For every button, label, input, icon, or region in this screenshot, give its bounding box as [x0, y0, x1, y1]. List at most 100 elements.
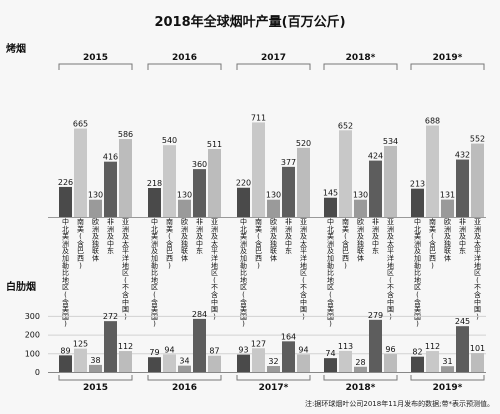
group-bracket — [58, 375, 133, 381]
bar — [163, 145, 176, 217]
data-label: 164 — [281, 332, 296, 341]
data-label: 101 — [470, 344, 485, 353]
y-tick-label: 100 — [25, 349, 40, 358]
group-bracket — [147, 375, 222, 381]
bar — [354, 199, 367, 217]
group-label: 2017 — [261, 53, 286, 63]
bar — [354, 366, 367, 372]
bar — [208, 149, 221, 217]
bar — [369, 160, 382, 217]
bar — [178, 199, 191, 217]
bar — [148, 357, 161, 372]
group-label: 2019* — [433, 53, 463, 63]
bar — [74, 128, 87, 217]
data-label: 38 — [90, 356, 100, 365]
bar — [89, 199, 102, 217]
data-label: 424 — [368, 152, 383, 161]
data-label: 511 — [207, 140, 222, 149]
data-label: 89 — [60, 346, 70, 355]
burley-panel-title: 白肋烟 — [6, 280, 36, 293]
bar — [324, 358, 337, 372]
data-label: 32 — [268, 357, 278, 366]
region-label: 中北美洲及加勒比地区(含美国) — [62, 217, 69, 328]
bar — [471, 353, 484, 372]
region-label: 非洲及中东 — [196, 217, 203, 255]
data-label: 125 — [73, 340, 88, 349]
region-label: 非洲及中东 — [107, 217, 114, 255]
region-label: 欧洲及独联体 — [444, 217, 451, 263]
data-label: 87 — [209, 347, 219, 356]
region-label: 南美(含巴西) — [429, 217, 436, 270]
region-label: 中北美洲及加勒比地区(含美国) — [414, 217, 421, 328]
data-label: 432 — [455, 151, 470, 160]
data-label: 226 — [58, 178, 73, 187]
region-label: 南美(含巴西) — [166, 217, 173, 270]
data-label: 79 — [149, 348, 159, 357]
bar — [267, 199, 280, 217]
data-label: 272 — [103, 312, 118, 321]
data-label: 94 — [164, 345, 174, 354]
group-bracket — [58, 63, 133, 70]
region-label: 欧洲及独联体 — [181, 217, 188, 263]
bar — [74, 348, 87, 372]
data-label: 93 — [238, 346, 248, 355]
bar — [193, 169, 206, 217]
bar — [426, 351, 439, 372]
bar — [237, 187, 250, 217]
bar — [411, 356, 424, 372]
group-label: 2018* — [346, 53, 376, 63]
group-label: 2019* — [433, 383, 463, 393]
data-label: 96 — [385, 345, 395, 354]
bar — [119, 139, 132, 217]
bar — [471, 143, 484, 217]
data-label: 28 — [355, 358, 365, 367]
data-label: 130 — [88, 191, 103, 200]
data-label: 652 — [338, 121, 353, 130]
data-label: 127 — [251, 339, 266, 348]
data-label: 279 — [368, 311, 383, 320]
region-label: 欧洲及独联体 — [92, 217, 99, 263]
region-label: 欧洲及独联体 — [357, 217, 364, 263]
data-label: 245 — [455, 317, 470, 326]
group-bracket — [323, 375, 398, 381]
region-label: 中北美洲及加勒比地区(含美国) — [240, 217, 247, 328]
bar — [369, 319, 382, 372]
region-label: 南美(含巴西) — [255, 217, 262, 270]
bar — [441, 366, 454, 372]
group-bracket — [147, 63, 222, 70]
data-label: 113 — [338, 342, 353, 351]
data-label: 534 — [383, 137, 398, 146]
data-label: 31 — [442, 357, 452, 366]
data-label: 213 — [410, 180, 425, 189]
bar — [59, 186, 72, 217]
region-labels-row: 中北美洲及加勒比地区(含美国) 南美(含巴西) 欧洲及独联体 非洲及中东 亚洲及太平洋地… — [62, 217, 481, 328]
y-tick-label: 200 — [25, 331, 40, 340]
data-label: 34 — [179, 357, 189, 366]
group-label: 2017* — [259, 383, 289, 393]
data-label: 665 — [73, 120, 88, 129]
group-label: 2018* — [346, 383, 376, 393]
footnote: 注:据环球烟叶公司2018年11月发布的数据;带*表示预测值。 — [305, 399, 494, 408]
region-label: 亚洲及太平洋地区(不含中国) — [122, 218, 129, 321]
data-label: 130 — [266, 191, 281, 200]
region-label: 非洲及中东 — [372, 217, 379, 255]
y-tick-label: 0 — [35, 368, 40, 377]
bar — [119, 351, 132, 372]
bar — [456, 326, 469, 372]
bar — [59, 355, 72, 372]
group-label: 2015 — [83, 383, 108, 393]
bar — [267, 366, 280, 372]
bar — [456, 159, 469, 217]
data-label: 218 — [147, 179, 162, 188]
data-label: 711 — [251, 113, 266, 122]
bar — [104, 321, 117, 372]
data-label: 220 — [236, 179, 251, 188]
bar — [441, 199, 454, 217]
bar — [339, 130, 352, 217]
region-label: 亚洲及太平洋地区(不含中国) — [387, 218, 394, 321]
group-bracket — [410, 63, 485, 70]
bar — [89, 364, 102, 372]
bar — [208, 355, 221, 372]
region-label: 亚洲及太平洋地区(不含中国) — [474, 218, 481, 321]
